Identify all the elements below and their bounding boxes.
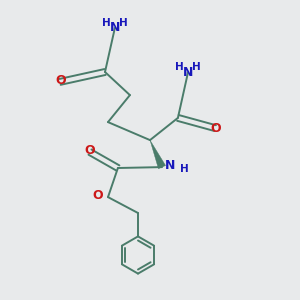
Text: H: H (192, 61, 201, 72)
Text: N: N (183, 65, 193, 79)
Text: N: N (165, 159, 176, 172)
Text: O: O (92, 189, 103, 202)
Text: H: H (119, 17, 128, 28)
Text: O: O (84, 144, 95, 157)
Text: N: N (110, 21, 120, 34)
Text: O: O (210, 122, 221, 135)
Polygon shape (150, 140, 166, 169)
Text: H: H (180, 164, 189, 175)
Text: O: O (55, 74, 66, 88)
Text: H: H (175, 61, 184, 72)
Text: H: H (102, 17, 111, 28)
